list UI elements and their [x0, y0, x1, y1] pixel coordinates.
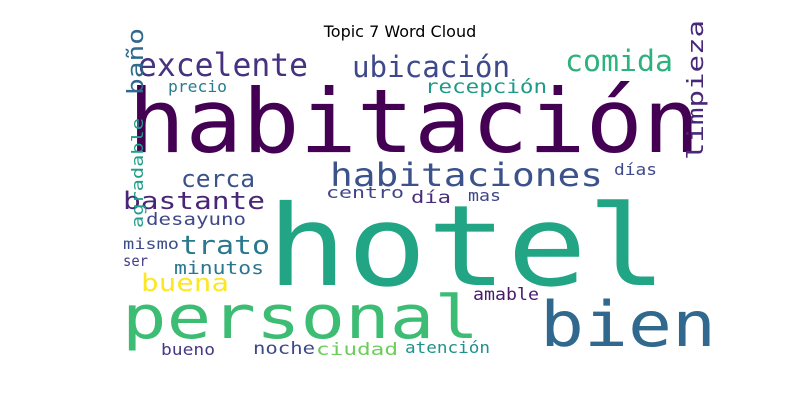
word-19: desayuno: [146, 210, 246, 230]
chart-title: Topic 7 Word Cloud: [323, 22, 477, 41]
word-6: excelente: [138, 46, 308, 84]
word-12: cerca: [181, 165, 255, 193]
word-1: habitación: [128, 70, 700, 173]
word-4: bien: [540, 288, 716, 361]
word-8: comida: [565, 44, 673, 78]
word-11: baño: [124, 28, 149, 95]
word-26: amable: [473, 285, 539, 305]
word-9: recepción: [425, 76, 547, 98]
word-5: habitaciones: [330, 156, 603, 194]
word-15: días: [614, 160, 657, 179]
word-7: ubicación: [352, 50, 510, 84]
word-16: centro: [326, 183, 404, 202]
word-17: día: [411, 188, 451, 208]
word-13: bastante: [123, 187, 265, 215]
word-24: minutos: [174, 258, 264, 279]
word-27: bueno: [161, 340, 215, 359]
word-29: ciudad: [316, 340, 398, 360]
word-18: mas: [468, 186, 501, 205]
word-23: ser: [123, 252, 148, 270]
word-22: agradable: [128, 118, 147, 228]
word-20: trato: [180, 231, 270, 261]
word-3: personal: [122, 283, 479, 353]
word-10: precio: [168, 77, 227, 96]
word-14: limpieza: [684, 20, 709, 160]
word-21: mismo: [123, 235, 179, 253]
word-2: hotel: [267, 182, 667, 312]
word-28: noche: [253, 339, 315, 359]
word-25: buena: [141, 269, 229, 297]
word-30: atención: [405, 338, 490, 357]
